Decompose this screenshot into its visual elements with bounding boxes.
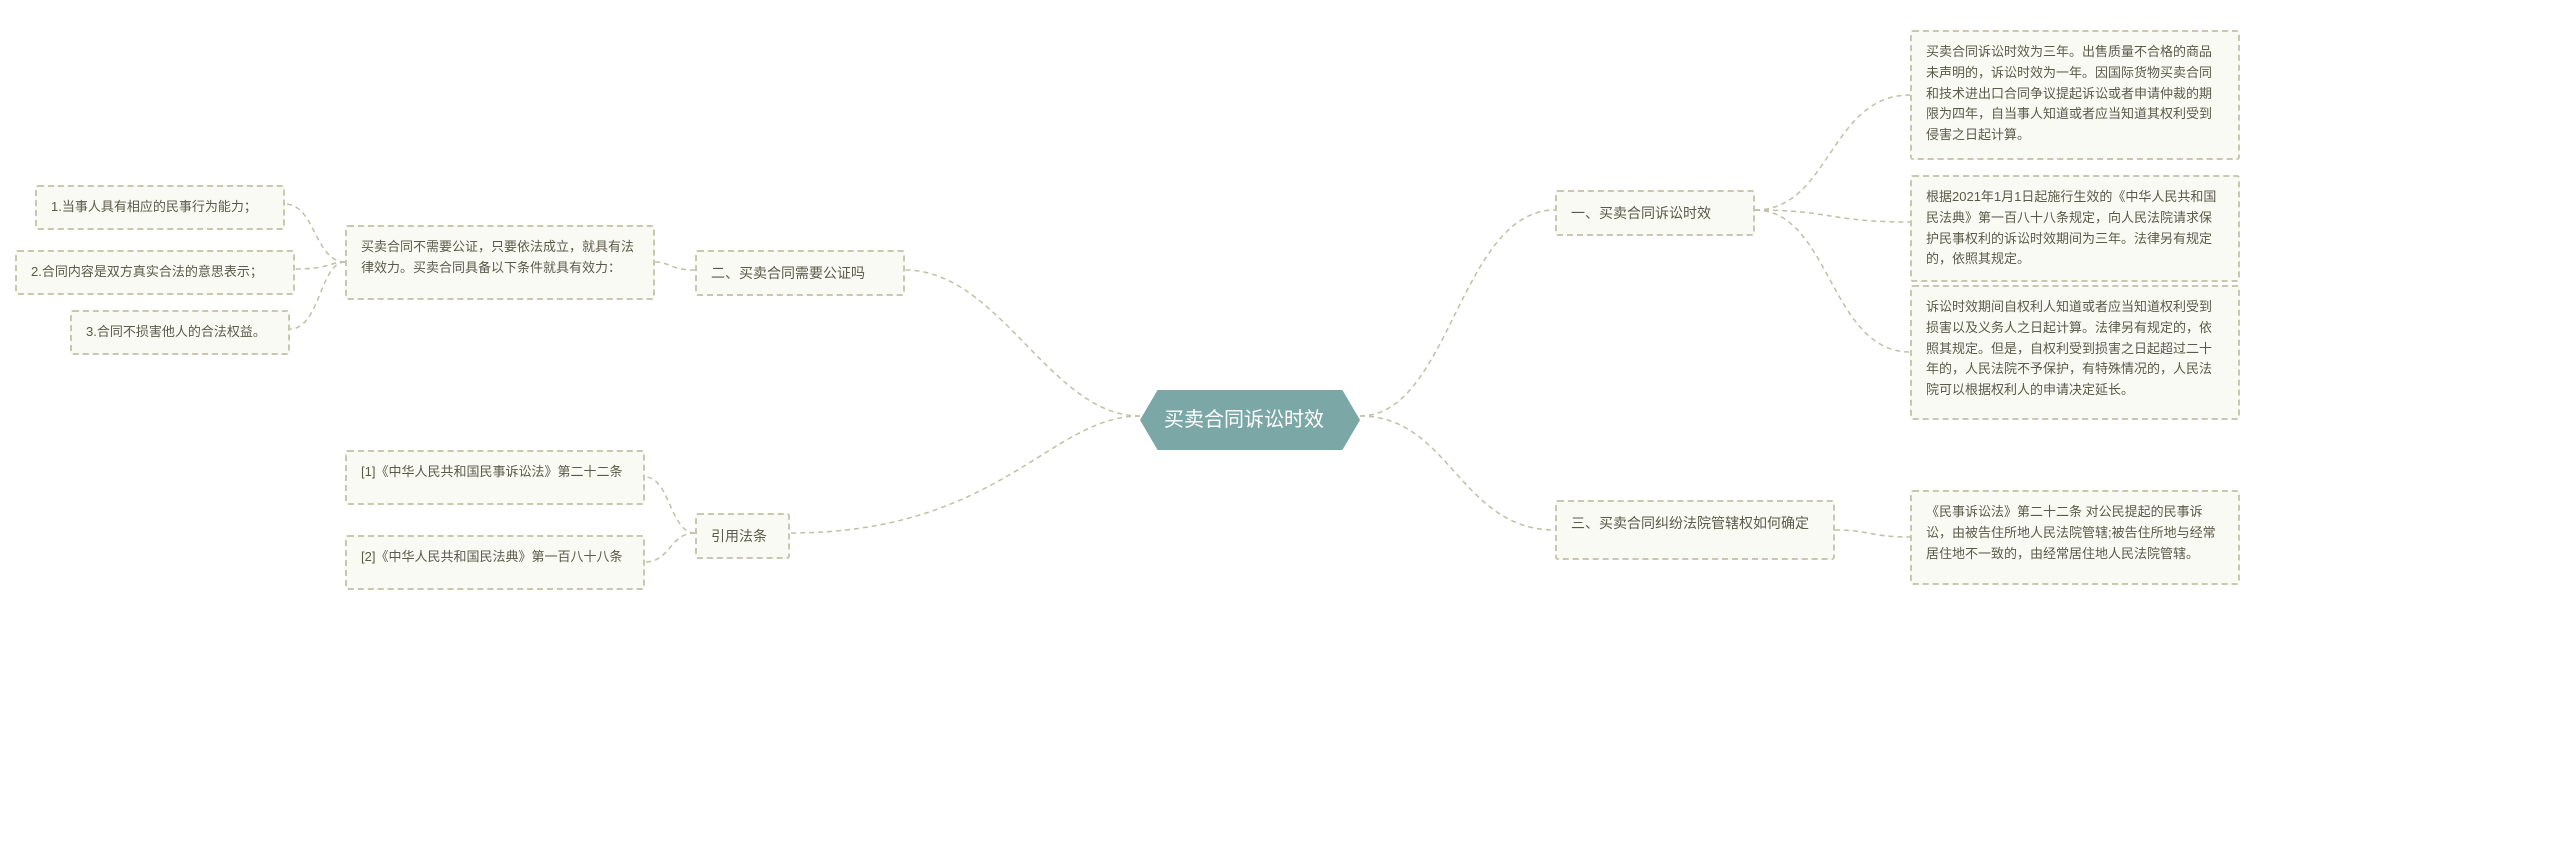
leaf-node: 买卖合同不需要公证，只要依法成立，就具有法律效力。买卖合同具备以下条件就具有效力… (345, 225, 655, 300)
leaf-node: [2]《中华人民共和国民法典》第一百八十八条 (345, 535, 645, 590)
leaf-node: 2.合同内容是双方真实合法的意思表示； (15, 250, 295, 295)
leaf-node: 买卖合同诉讼时效为三年。出售质量不合格的商品未声明的，诉讼时效为一年。因国际货物… (1910, 30, 2240, 160)
leaf-node: 3.合同不损害他人的合法权益。 (70, 310, 290, 355)
branch-references: 引用法条 (695, 513, 790, 559)
leaf-node: 诉讼时效期间自权利人知道或者应当知道权利受到损害以及义务人之日起计算。法律另有规… (1910, 285, 2240, 420)
leaf-node: 根据2021年1月1日起施行生效的《中华人民共和国民法典》第一百八十八条规定，向… (1910, 175, 2240, 282)
branch-section-1: 一、买卖合同诉讼时效 (1555, 190, 1755, 236)
root-node: 买卖合同诉讼时效 (1140, 390, 1360, 450)
leaf-node: [1]《中华人民共和国民事诉讼法》第二十二条 (345, 450, 645, 505)
leaf-node: 1.当事人具有相应的民事行为能力； (35, 185, 285, 230)
branch-section-3: 三、买卖合同纠纷法院管辖权如何确定 (1555, 500, 1835, 560)
branch-section-2: 二、买卖合同需要公证吗 (695, 250, 905, 296)
leaf-node: 《民事诉讼法》第二十二条 对公民提起的民事诉讼，由被告住所地人民法院管辖;被告住… (1910, 490, 2240, 585)
